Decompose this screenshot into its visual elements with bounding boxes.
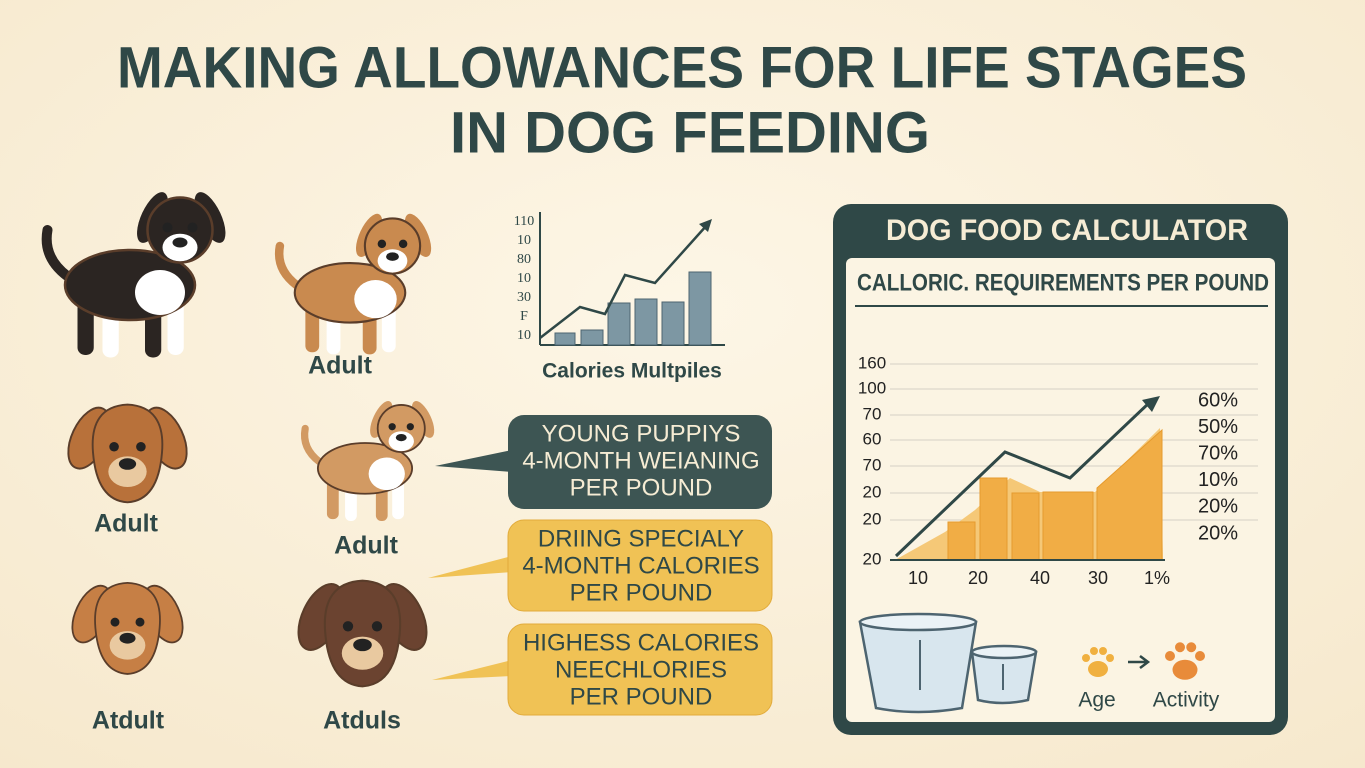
side-label: 20% bbox=[1198, 496, 1238, 518]
y-label: 160 bbox=[858, 353, 886, 372]
callout-text: YOUNG PUPPIYS bbox=[542, 420, 741, 447]
mini-tick-label: 80 bbox=[517, 252, 531, 267]
callout-text: 4-MONTH CALORIES bbox=[522, 552, 759, 579]
y-label: 20 bbox=[863, 549, 882, 568]
callout-text: HIGHESS CALORIES bbox=[523, 629, 759, 656]
x-label: 10 bbox=[908, 568, 928, 588]
x-label: 20 bbox=[968, 568, 988, 588]
measuring-cups bbox=[858, 612, 1038, 714]
mini-tick-label: 10 bbox=[517, 271, 531, 286]
mini-tick-label: 10 bbox=[517, 233, 531, 248]
mini-tick-label: 110 bbox=[514, 214, 534, 229]
callout-text: 4-MONTH WEIANING bbox=[522, 447, 759, 474]
icon-label: Age bbox=[1078, 689, 1115, 712]
icon-label: Activity bbox=[1153, 689, 1220, 712]
y-label: 60 bbox=[863, 429, 882, 448]
calculator-body bbox=[846, 258, 1275, 722]
callout-text: PER POUND bbox=[570, 474, 713, 501]
y-label: 70 bbox=[863, 404, 882, 423]
calculator-title: DOG FOOD CALCULATOR bbox=[886, 214, 1248, 247]
y-label: 100 bbox=[858, 378, 886, 397]
calculator-subtitle: CALLORIC. REQUIREMENTS PER POUND bbox=[857, 269, 1269, 296]
title-line: MAKING ALLOWANCES FOR LIFE STAGES bbox=[117, 35, 1247, 100]
arrow bbox=[1128, 655, 1151, 669]
callout bbox=[432, 623, 773, 716]
side-label: 20% bbox=[1198, 522, 1238, 544]
dog-label: Atduls bbox=[323, 707, 401, 735]
y-label: 70 bbox=[863, 455, 882, 474]
y-label: 20 bbox=[863, 482, 882, 501]
x-label: 1% bbox=[1144, 568, 1170, 588]
x-label: 30 bbox=[1088, 568, 1108, 588]
dog-label: Atdult bbox=[92, 707, 165, 735]
callout-text: DRIING SPECIALY bbox=[538, 525, 744, 552]
mini-chart-caption: Calories Multpiles bbox=[542, 360, 722, 383]
calculator-chart bbox=[890, 363, 1258, 561]
x-label: 40 bbox=[1030, 568, 1050, 588]
callout-text: NEECHLORIES bbox=[555, 656, 727, 683]
callout-text: PER POUND bbox=[570, 579, 713, 606]
side-label: 10% bbox=[1198, 469, 1238, 491]
callout-text: PER POUND bbox=[570, 683, 713, 710]
dog-label: Adult bbox=[308, 352, 373, 380]
side-label: 60% bbox=[1198, 389, 1238, 411]
callout bbox=[435, 415, 772, 509]
y-label: 20 bbox=[863, 509, 882, 528]
mini-tick-label: F bbox=[520, 309, 528, 324]
mini-tick-label: 30 bbox=[517, 290, 531, 305]
side-label: 50% bbox=[1198, 416, 1238, 438]
side-label: 70% bbox=[1198, 442, 1238, 464]
title-line: IN DOG FEEDING bbox=[450, 100, 930, 165]
mini-tick-label: 10 bbox=[517, 328, 531, 343]
callout bbox=[428, 519, 773, 612]
dog-label: Adult bbox=[334, 532, 399, 560]
mini-chart: 110 10 80 10 30 F 10 Calories Multpiles bbox=[514, 212, 725, 383]
dog-label: Adult bbox=[94, 510, 159, 538]
